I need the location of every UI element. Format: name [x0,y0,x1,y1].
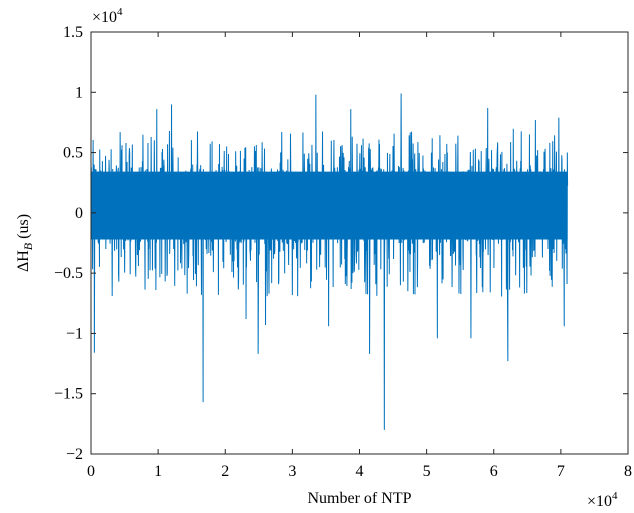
x-tick-label: 0 [87,463,95,480]
x-tick-label: 3 [288,463,296,480]
y-tick-label: 0 [75,205,83,222]
y-exponent-power: 4 [117,6,123,18]
x-tick-label: 8 [624,463,632,480]
y-tick-label: 0.5 [63,145,83,162]
y-tick-label: 1.5 [63,24,83,41]
y-axis-title-main: ΔH [15,250,32,272]
x-axis-title: Number of NTP [308,490,412,507]
y-axis-title-sub: B [21,242,35,250]
series-dense-band [91,171,568,240]
tick-layer: 0 1 2 3 4 5 6 7 8 −2 −1.5 −1 −0.5 0 0.5 1 1.5 [54,24,632,480]
x-tick-label: 1 [154,463,162,480]
y-tick-label: −2 [66,446,83,463]
x-tick-label: 6 [490,463,498,480]
x-tick-label: 2 [221,463,229,480]
y-axis-title: ΔHB (us) [15,214,35,272]
y-axis-title-unit: (us) [15,214,32,243]
x-tick-label: 5 [423,463,431,480]
x-tick-label: 4 [356,463,364,480]
y-exponent-label: ×104 [92,6,123,26]
series-layer [90,93,569,430]
y-exponent-base: ×10 [92,9,117,26]
y-tick-label: −0.5 [54,265,83,282]
y-tick-label: −1.5 [54,386,83,403]
y-tick-label: 1 [75,84,83,101]
x-exponent-base: ×10 [587,493,612,510]
x-tick-label: 7 [557,463,565,480]
y-tick-label: −1 [66,325,83,342]
x-exponent-power: 4 [612,490,618,502]
x-exponent-label: ×104 [587,490,618,510]
